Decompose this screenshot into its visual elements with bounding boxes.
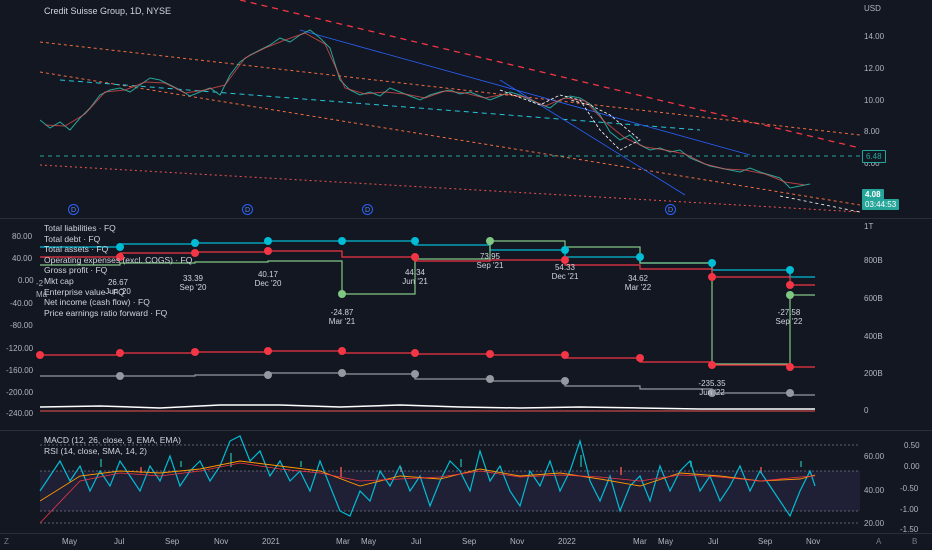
time-label: 2021 bbox=[262, 537, 280, 546]
dividend-marker[interactable]: D bbox=[242, 204, 253, 215]
rsi-tick: 20.00 bbox=[864, 519, 885, 528]
time-label: Jul bbox=[411, 537, 422, 546]
fin-left-tick: -80.00 bbox=[10, 321, 33, 330]
time-label: Sep bbox=[165, 537, 180, 546]
time-label: May bbox=[658, 537, 674, 546]
legend-mkt-cap[interactable]: Mkt cap bbox=[44, 275, 74, 286]
legend-total-debt[interactable]: Total debt · FQ bbox=[44, 233, 101, 244]
pe-label: 26.67 Jun '20 bbox=[105, 278, 131, 296]
time-label: Nov bbox=[214, 537, 229, 546]
fin-right-tick: 0 bbox=[864, 406, 869, 415]
macd-tick: -1.00 bbox=[900, 505, 919, 514]
rsi-tick: 40.00 bbox=[864, 486, 885, 495]
oscillator-legend[interactable]: MACD (12, 26, close, 9, EMA, EMA) RSI (1… bbox=[44, 435, 181, 456]
time-label: May bbox=[361, 537, 377, 546]
fin-left-tick: -40.00 bbox=[10, 299, 33, 308]
legend-rsi[interactable]: RSI (14, close, SMA, 14, 2) bbox=[44, 445, 147, 456]
price-pane[interactable]: Credit Suisse Group, 1D, NYSE D D D D bbox=[0, 0, 860, 218]
fin-left-tick: 0.00 bbox=[18, 276, 34, 285]
financials-legend[interactable]: Total liabilities · FQ Total debt · FQ T… bbox=[44, 223, 192, 318]
macd-tick: -0.50 bbox=[900, 484, 919, 493]
macd-tick: 0.00 bbox=[904, 462, 920, 471]
pe-label: 34.62 Mar '22 bbox=[624, 274, 652, 292]
fin-left-tick: -200.00 bbox=[6, 388, 34, 397]
fin-left-tick: -160.00 bbox=[6, 366, 34, 375]
fin-right-tick: 600B bbox=[864, 294, 883, 303]
price-tick: 8.00 bbox=[864, 127, 880, 136]
legend-operating-expenses[interactable]: Operating expenses (excl. COGS) · FQ bbox=[44, 254, 193, 265]
fin-right-tick: 800B bbox=[864, 256, 883, 265]
pe-label: 54.33 Dec '21 bbox=[551, 263, 579, 281]
pe-label: -235.35 Jun '22 bbox=[698, 379, 726, 397]
time-label: Sep bbox=[758, 537, 773, 546]
fin-left-tick: 40.00 bbox=[12, 254, 33, 263]
pe-label: 33.39 Sep '20 bbox=[179, 274, 207, 292]
macd-tick: -1.50 bbox=[900, 525, 919, 534]
time-label: Nov bbox=[806, 537, 821, 546]
fin-right-tick: 1T bbox=[864, 222, 874, 231]
time-label: Jul bbox=[114, 537, 125, 546]
time-axis[interactable]: Z May Jul Sep Nov 2021 Mar May Jul Sep N… bbox=[0, 534, 932, 550]
log-scale-button[interactable]: B bbox=[912, 537, 918, 546]
timezone-button[interactable]: Z bbox=[4, 537, 9, 546]
trendline-blue-2 bbox=[499, 79, 686, 196]
legend-total-liabilities[interactable]: Total liabilities · FQ bbox=[44, 223, 116, 233]
price-tick: 12.00 bbox=[864, 64, 885, 73]
pe-label: -24.87 Mar '21 bbox=[328, 308, 356, 326]
price-tick: 10.00 bbox=[864, 96, 885, 105]
trendline-blue bbox=[299, 29, 751, 156]
fin-left-tick: 80.00 bbox=[12, 232, 33, 241]
time-label: Jul bbox=[708, 537, 719, 546]
bar-countdown: 03:44:53 bbox=[862, 199, 900, 210]
trendline-upper-red bbox=[239, 0, 860, 149]
time-label: Sep bbox=[462, 537, 477, 546]
fin-right-tick: 400B bbox=[864, 332, 883, 341]
trendline-lower-red bbox=[39, 164, 860, 213]
price-tick: 6.00 bbox=[864, 159, 880, 168]
price-chart[interactable] bbox=[0, 0, 860, 218]
financials-chart[interactable] bbox=[0, 219, 860, 430]
symbol-title[interactable]: Credit Suisse Group, 1D, NYSE bbox=[44, 6, 172, 16]
pe-label: 40.17 Dec '20 bbox=[254, 270, 282, 288]
oscillator-pane[interactable]: MACD (12, 26, close, 9, EMA, EMA) RSI (1… bbox=[0, 431, 860, 533]
time-label: May bbox=[62, 537, 78, 546]
last-price-badge[interactable]: 4.08 bbox=[862, 189, 884, 200]
rsi-tick: 60.00 bbox=[864, 452, 885, 461]
legend-pe-forward[interactable]: Price earnings ratio forward · FQ bbox=[44, 307, 168, 318]
legend-gross-profit[interactable]: Gross profit · FQ bbox=[44, 265, 108, 276]
currency-label: USD bbox=[864, 4, 881, 13]
time-label: Nov bbox=[510, 537, 525, 546]
dividend-marker[interactable]: D bbox=[665, 204, 676, 215]
time-label: Mar bbox=[633, 537, 647, 546]
time-label: 2022 bbox=[558, 537, 576, 546]
price-axis[interactable]: USD 14.00 12.00 10.00 8.00 6.00 6.48 4.0… bbox=[860, 0, 932, 218]
trendline-cyan bbox=[59, 79, 701, 131]
pe-label: -27.58 Sep '22 bbox=[775, 308, 803, 326]
oscillator-chart[interactable] bbox=[0, 431, 860, 533]
oscillator-right-axis[interactable]: 0.50 0.00 -0.50 -1.00 -1.50 60.00 40.00 … bbox=[860, 431, 932, 534]
legend-macd[interactable]: MACD (12, 26, close, 9, EMA, EMA) bbox=[44, 435, 181, 445]
fin-left-tick: -120.00 bbox=[6, 344, 34, 353]
financials-pane[interactable]: Total liabilities · FQ Total debt · FQ T… bbox=[0, 219, 860, 430]
fin-right-tick: 200B bbox=[864, 369, 883, 378]
fin-left-tick: -240.00 bbox=[6, 409, 34, 418]
auto-scale-button[interactable]: A bbox=[876, 537, 882, 546]
time-label: Mar bbox=[336, 537, 350, 546]
pe-label: 44.34 Jun '21 bbox=[402, 268, 428, 286]
financials-right-axis[interactable]: 1T 800B 600B 400B 200B 0 bbox=[860, 219, 932, 430]
dividend-marker[interactable]: D bbox=[68, 204, 79, 215]
price-tick: 14.00 bbox=[864, 32, 885, 41]
alert-price-badge[interactable]: 6.48 bbox=[862, 150, 886, 163]
pe-label: 73.95 Sep '21 bbox=[476, 252, 504, 270]
trendline-orange-2 bbox=[39, 71, 860, 206]
legend-enterprise-value[interactable]: Enterprise value · FQ bbox=[44, 286, 125, 297]
stub-label: -2 bbox=[36, 279, 44, 288]
legend-net-income[interactable]: Net income (cash flow) · FQ bbox=[44, 297, 150, 308]
macd-tick: 0.50 bbox=[904, 441, 920, 450]
dividend-marker[interactable]: D bbox=[362, 204, 373, 215]
legend-total-assets[interactable]: Total assets · FQ bbox=[44, 244, 109, 255]
stub-label: Ma bbox=[36, 290, 48, 299]
